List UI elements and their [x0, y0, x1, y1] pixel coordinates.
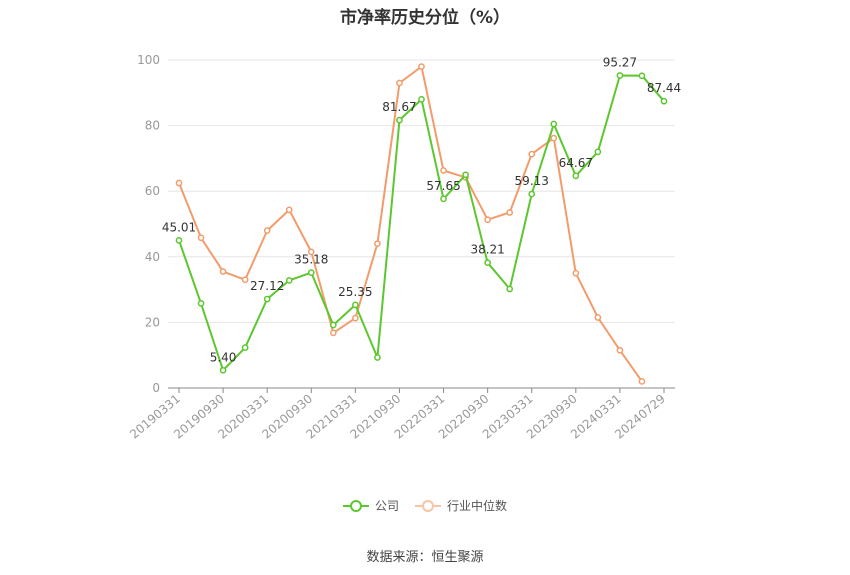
series-point-1[interactable] — [241, 276, 249, 284]
series-point-1[interactable] — [219, 268, 227, 275]
series-lines — [175, 63, 668, 385]
series-point-0[interactable] — [550, 120, 558, 128]
series-line-1 — [178, 65, 643, 382]
series-point-0[interactable] — [374, 354, 381, 361]
data-label: 59.13 — [515, 174, 549, 188]
series-point-1[interactable] — [374, 240, 381, 248]
y-tick-label: 60 — [145, 184, 160, 198]
series-point-0[interactable] — [528, 190, 536, 198]
data-label: 45.01 — [162, 220, 196, 234]
series-point-0[interactable] — [418, 96, 425, 103]
source-note: 数据来源：恒生聚源 — [366, 550, 484, 565]
legend-marker-industry-median — [415, 499, 441, 513]
y-tick-label: 80 — [145, 119, 160, 133]
series-point-0[interactable] — [462, 171, 469, 179]
y-tick-label: 20 — [145, 315, 160, 329]
series-point-1[interactable] — [352, 314, 359, 322]
series-point-1[interactable] — [484, 216, 491, 224]
series-point-0[interactable] — [219, 366, 227, 374]
legend-marker-company — [342, 499, 369, 513]
y-tick-label: 0 — [152, 381, 160, 395]
y-tick-label: 100 — [137, 53, 160, 67]
series-point-0[interactable] — [175, 237, 183, 244]
series-point-1[interactable] — [594, 314, 602, 321]
data-label: 57.65 — [426, 179, 460, 193]
series-point-1[interactable] — [418, 63, 425, 70]
series-point-0[interactable] — [329, 321, 337, 329]
data-label: 27.12 — [250, 279, 284, 293]
series-point-0[interactable] — [616, 72, 624, 79]
series-point-0[interactable] — [285, 277, 293, 284]
series-point-0[interactable] — [241, 344, 249, 352]
data-label: 95.27 — [603, 56, 637, 70]
series-point-1[interactable] — [285, 206, 293, 214]
data-label: 35.18 — [294, 253, 328, 267]
series-point-1[interactable] — [263, 227, 271, 234]
legend-item-company[interactable]: 公司 — [342, 497, 399, 514]
legend-item-industry-median[interactable]: 行业中位数 — [415, 497, 507, 514]
series-point-1[interactable] — [440, 167, 447, 174]
series-point-1[interactable] — [506, 209, 514, 216]
series-point-0[interactable] — [572, 172, 580, 180]
data-label: 38.21 — [470, 243, 504, 257]
series-point-1[interactable] — [550, 134, 558, 142]
legend-label-industry-median: 行业中位数 — [447, 499, 508, 513]
series-point-1[interactable] — [175, 179, 183, 187]
series-point-1[interactable] — [307, 248, 315, 256]
y-tick-label: 40 — [145, 250, 160, 264]
series-point-1[interactable] — [638, 378, 646, 385]
series-point-0[interactable] — [638, 72, 646, 80]
series-point-0[interactable] — [307, 269, 315, 276]
series-point-0[interactable] — [352, 301, 359, 309]
data-label: 5.40 — [210, 350, 237, 364]
data-label: 25.35 — [338, 285, 372, 299]
series-point-0[interactable] — [484, 259, 491, 267]
grid-lines — [168, 59, 675, 323]
data-label: 87.44 — [647, 81, 681, 95]
series-point-0[interactable] — [440, 195, 447, 203]
series-point-1[interactable] — [528, 150, 536, 158]
data-labels: 45.01 5.40 27.12 35.18 25.35 81.67 57.65 38.21 5… — [162, 56, 681, 365]
data-label: 81.67 — [382, 100, 416, 114]
series-point-0[interactable] — [197, 300, 205, 307]
legend: 公司 行业中位数 — [0, 497, 850, 514]
chart-title: 市净率历史分位（%） — [339, 8, 511, 28]
series-point-1[interactable] — [197, 234, 205, 242]
data-label: 64.67 — [559, 156, 593, 170]
series-point-0[interactable] — [506, 285, 514, 293]
series-point-0[interactable] — [660, 97, 668, 105]
series-point-1[interactable] — [572, 269, 580, 277]
series-point-0[interactable] — [396, 116, 403, 124]
series-point-1[interactable] — [396, 79, 403, 87]
series-point-0[interactable] — [263, 295, 271, 303]
series-point-0[interactable] — [594, 148, 602, 156]
series-line-0 — [178, 74, 665, 372]
legend-label-company: 公司 — [374, 499, 399, 513]
series-point-1[interactable] — [616, 346, 624, 354]
series-point-1[interactable] — [329, 329, 337, 337]
